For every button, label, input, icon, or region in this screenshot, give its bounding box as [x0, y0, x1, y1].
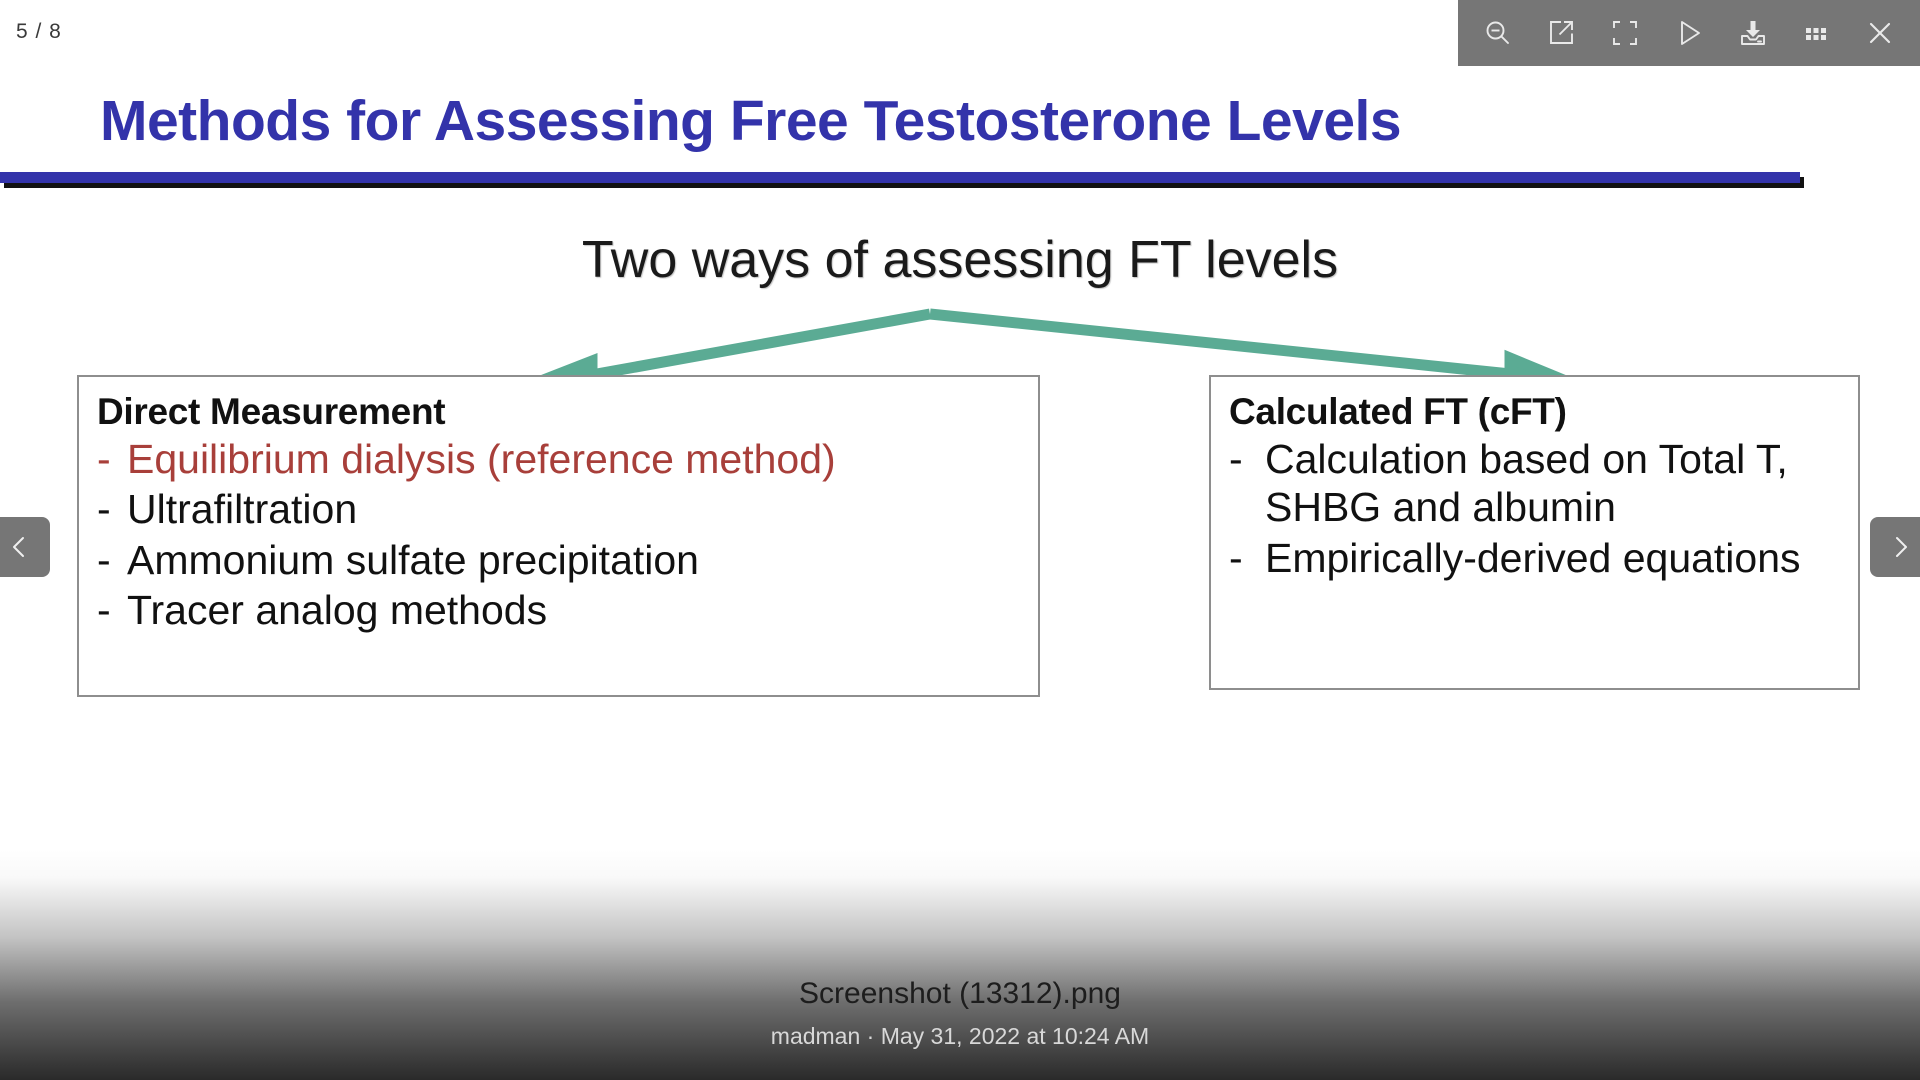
bullet-item: - Tracer analog methods — [97, 586, 1020, 634]
viewer-toolbar — [1458, 0, 1920, 66]
bullet-item: - Empirically-derived equations — [1229, 534, 1840, 582]
bullet-list-calculated: - Calculation based on Total T, SHBG and… — [1229, 435, 1840, 582]
bullet-text: Calculation based on Total T, SHBG and a… — [1265, 436, 1788, 531]
bullet-text: Ultrafiltration — [127, 486, 358, 533]
play-slideshow-icon[interactable] — [1666, 10, 1712, 56]
slide-title: Methods for Assessing Free Testosterone … — [100, 89, 1402, 153]
close-icon[interactable] — [1857, 10, 1903, 56]
bullet-dash: - — [97, 536, 111, 583]
bullet-text: Ammonium sulfate precipitation — [127, 536, 699, 583]
title-underline-rule — [0, 172, 1800, 183]
bullet-item: - Calculation based on Total T, SHBG and… — [1229, 435, 1840, 532]
page-counter: 5 / 8 — [16, 20, 62, 43]
bullet-text: Equilibrium dialysis (reference method) — [127, 436, 836, 482]
caption-block: Screenshot (13312).png madman · May 31, … — [0, 977, 1920, 1050]
bullet-item: - Ultrafiltration — [97, 485, 1020, 533]
bullet-dash: - — [97, 486, 111, 533]
bullet-item: - Ammonium sulfate precipitation — [97, 536, 1020, 584]
open-external-icon[interactable] — [1539, 10, 1585, 56]
content-box-direct-measurement: Direct Measurement - Equilibrium dialysi… — [77, 375, 1040, 697]
previous-page-button[interactable] — [0, 517, 50, 577]
bullet-dash: - — [97, 587, 111, 634]
chevron-left-icon — [13, 537, 24, 557]
chevron-right-icon — [1896, 537, 1907, 557]
bullet-dash: - — [1229, 534, 1243, 581]
bullet-list-direct: - Equilibrium dialysis (reference method… — [97, 435, 1020, 635]
bullet-dash: - — [97, 436, 111, 482]
box-heading-calculated: Calculated FT (cFT) — [1229, 391, 1567, 432]
bullet-item: - Equilibrium dialysis (reference method… — [97, 435, 1020, 483]
download-icon[interactable] — [1730, 10, 1776, 56]
bullet-text: Tracer analog methods — [127, 587, 548, 634]
bullet-text: Empirically-derived equations — [1265, 534, 1801, 581]
next-page-button[interactable] — [1870, 517, 1920, 577]
file-name-label: Screenshot (13312).png — [799, 977, 1121, 1010]
box-heading-direct: Direct Measurement — [97, 391, 446, 432]
file-meta-label: madman · May 31, 2022 at 10:24 AM — [770, 1023, 1150, 1049]
bullet-dash: - — [1229, 436, 1243, 482]
content-box-calculated-ft: Calculated FT (cFT) - Calculation based … — [1209, 375, 1860, 690]
grid-view-icon[interactable] — [1793, 10, 1839, 56]
zoom-out-icon[interactable] — [1475, 10, 1521, 56]
fullscreen-icon[interactable] — [1602, 10, 1648, 56]
slide-subtitle: Two ways of assessing FT levels — [581, 231, 1339, 289]
